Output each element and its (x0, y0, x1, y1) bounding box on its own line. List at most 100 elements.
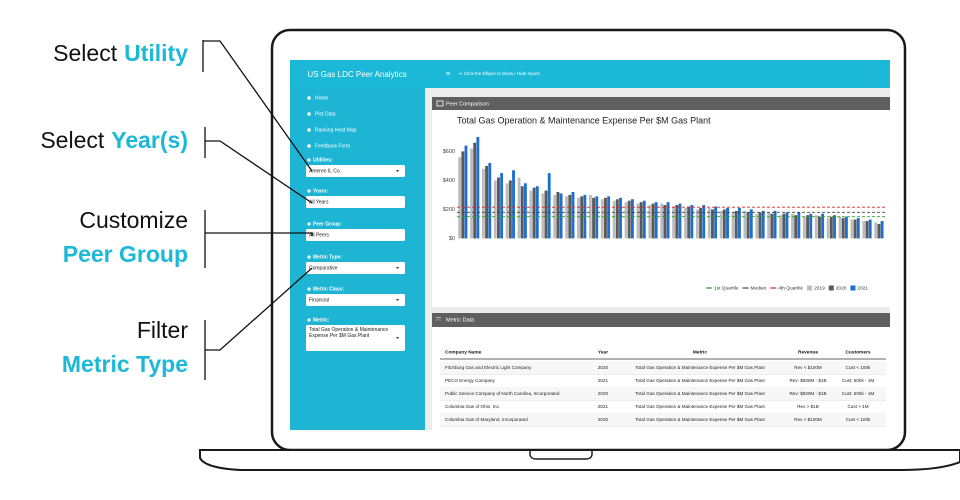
annotation-highlight: Year(s) (111, 127, 188, 153)
bar (731, 212, 735, 239)
bar (642, 200, 646, 239)
bar (461, 151, 465, 239)
nav-item[interactable]: Ranking Heat Map (315, 127, 357, 133)
bar (711, 209, 714, 239)
filter-value: All Peers (309, 232, 330, 238)
legend-label: 2019 (814, 285, 825, 291)
table-panel-header (432, 313, 890, 327)
table-cell: Rev < $100M (794, 365, 822, 370)
bar (726, 207, 729, 239)
app-header (290, 60, 890, 88)
nav-item[interactable]: Feedback Form (315, 143, 350, 149)
legend-label: Median (751, 285, 767, 291)
table-cell: 2020 (598, 391, 609, 396)
bar (797, 212, 801, 239)
table-cell: Rev: $500M - $1B (789, 378, 826, 383)
bar (505, 183, 509, 239)
bar (874, 222, 878, 239)
dropdown-caret (396, 170, 399, 172)
bar (758, 212, 762, 239)
bar (785, 212, 789, 239)
bar (648, 205, 652, 239)
bar (630, 199, 634, 239)
nav-item[interactable]: Plot Data (315, 111, 336, 117)
column-header[interactable]: Company Name (445, 349, 482, 355)
bar (782, 213, 786, 239)
filter-icon (307, 222, 311, 226)
table-icon: ⤧ (436, 317, 441, 324)
bar (826, 218, 830, 239)
bar (687, 206, 691, 239)
bar (675, 205, 679, 239)
filter-input[interactable] (306, 262, 405, 274)
bar (862, 221, 866, 239)
bar (604, 197, 607, 239)
filter-input[interactable] (306, 294, 405, 306)
nav-icon (307, 128, 311, 132)
legend-label: 1st Quartile (714, 285, 739, 291)
bar (838, 216, 842, 239)
filter-input[interactable] (306, 196, 405, 208)
filter-input[interactable] (306, 229, 405, 241)
bar (497, 177, 500, 239)
filter-icon (307, 318, 311, 322)
table-cell: 2021 (598, 378, 609, 383)
bar (684, 207, 687, 239)
bar (571, 192, 575, 239)
bar (512, 170, 515, 239)
y-tick-label: $200 (443, 207, 455, 213)
sidebar (290, 88, 425, 430)
chart-panel-title: Peer Comparison (446, 101, 489, 107)
legend-label: 2021 (857, 285, 868, 291)
filter-label: Metric: (313, 317, 330, 323)
bar (464, 145, 468, 239)
bar (865, 221, 869, 239)
bar (541, 193, 545, 239)
bar (639, 202, 643, 239)
chart-panel-header (432, 97, 890, 110)
bar (791, 213, 794, 239)
column-header[interactable]: Year (598, 349, 608, 355)
column-header[interactable]: Customers (845, 349, 870, 355)
table-cell: Rev: $500M - $1B (789, 391, 826, 396)
annotation: Select Year(s) (40, 127, 188, 153)
nav-item[interactable]: Home (315, 95, 329, 101)
bar (476, 136, 480, 239)
dropdown-caret (396, 267, 399, 269)
bar (556, 192, 560, 239)
bar (761, 210, 765, 239)
bar (794, 215, 798, 239)
bar (636, 203, 640, 239)
bar (802, 216, 806, 239)
app-title: US Gas LDC Peer Analytics (307, 70, 406, 79)
bar (746, 212, 750, 239)
table-cell: Cust > 1M (847, 404, 868, 409)
bar (470, 148, 473, 239)
chart-icon (436, 100, 444, 107)
bar (719, 210, 723, 239)
filter-input[interactable] (306, 325, 405, 351)
legend-swatch (850, 285, 856, 291)
filter-value: Ameren IL Co. (309, 168, 341, 174)
filter-input[interactable] (306, 165, 405, 177)
bar (737, 207, 741, 239)
bar (833, 215, 836, 239)
bar (743, 210, 747, 239)
column-header[interactable]: Revenue (798, 349, 818, 355)
annotation-label: Select (53, 40, 118, 66)
column-header[interactable]: Metric (693, 349, 707, 355)
filter-value: Total Gas Operation & Maintenance Expens… (309, 327, 389, 339)
menu-toggle[interactable]: ≡ (446, 71, 450, 78)
y-tick-label: $0 (449, 236, 455, 242)
filter-icon (307, 287, 311, 291)
table-cell: 2021 (598, 404, 609, 409)
bar (690, 205, 694, 239)
bar (707, 207, 711, 239)
bar (818, 216, 821, 239)
bar (806, 215, 810, 239)
filter-label: Metric Class: (313, 286, 344, 292)
row-stripe (440, 413, 886, 427)
bar (814, 215, 818, 239)
laptop-notch (529, 450, 593, 460)
bar (749, 209, 753, 239)
